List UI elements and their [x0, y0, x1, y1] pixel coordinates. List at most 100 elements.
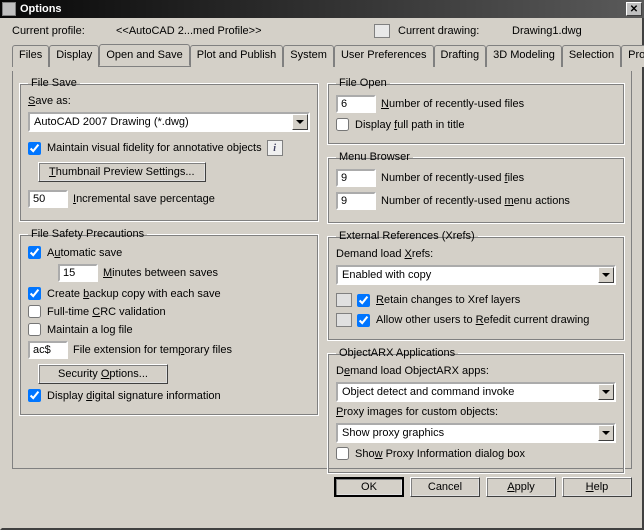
digital-signature-checkbox[interactable]: Display digital signature information — [28, 389, 221, 402]
temp-ext-input[interactable] — [28, 341, 68, 359]
current-drawing-value: Drawing1.dwg — [512, 25, 632, 37]
file-save-legend: File Save — [28, 77, 80, 89]
maintain-fidelity-checkbox[interactable]: Maintain visual fidelity for annotative … — [28, 142, 262, 155]
tab-open-and-save[interactable]: Open and Save — [99, 44, 189, 66]
current-profile-value: <<AutoCAD 2...med Profile>> — [116, 25, 296, 37]
tab-display[interactable]: Display — [49, 45, 99, 67]
apply-button[interactable]: Apply — [486, 477, 556, 497]
mb-recent-files-input[interactable] — [336, 169, 376, 187]
maintain-fidelity-label: Maintain visual fidelity for annotative … — [47, 142, 262, 154]
file-safety-legend: File Safety Precautions — [28, 228, 147, 240]
profile-row: Current profile: <<AutoCAD 2...med Profi… — [12, 24, 632, 38]
full-path-input[interactable] — [336, 118, 349, 131]
xrefs-demand-combo[interactable]: Enabled with copy — [336, 265, 616, 285]
logfile-label: Maintain a log file — [47, 324, 133, 336]
file-open-legend: File Open — [336, 77, 390, 89]
proxy-images-value: Show proxy graphics — [338, 425, 598, 441]
tab-selection[interactable]: Selection — [562, 45, 621, 67]
mb-recent-menu-label: Number of recently-used menu actions — [381, 195, 570, 207]
drawing-icon — [374, 24, 390, 38]
tab-strip: Files Display Open and Save Plot and Pub… — [12, 44, 632, 67]
left-column: File Save Save as: AutoCAD 2007 Drawing … — [19, 77, 319, 462]
full-path-checkbox[interactable]: Display full path in title — [336, 118, 464, 131]
menu-browser-group: Menu Browser Number of recently-used fil… — [327, 151, 625, 224]
current-profile-label: Current profile: — [12, 25, 112, 37]
crc-input[interactable] — [28, 305, 41, 318]
digital-signature-label: Display digital signature information — [47, 390, 221, 402]
right-column: File Open Number of recently-used files … — [327, 77, 625, 462]
help-button[interactable]: Help — [562, 477, 632, 497]
crc-label: Full-time CRC validation — [47, 306, 166, 318]
arx-demand-value: Object detect and command invoke — [338, 384, 598, 400]
security-options-button[interactable]: Security Options... — [38, 364, 168, 384]
objectarx-group: ObjectARX Applications Demand load Objec… — [327, 347, 625, 474]
tab-body: File Save Save as: AutoCAD 2007 Drawing … — [12, 71, 632, 469]
xrefs-demand-label: Demand load Xrefs: — [336, 248, 433, 260]
mb-recent-files-label: Number of recently-used files — [381, 172, 524, 184]
incremental-save-input[interactable] — [28, 190, 68, 208]
chevron-down-icon[interactable] — [598, 384, 614, 400]
retain-xref-checkbox[interactable]: Retain changes to Xref layers — [357, 294, 520, 307]
backup-copy-input[interactable] — [28, 287, 41, 300]
refedit-input[interactable] — [357, 314, 370, 327]
show-proxy-dialog-label: Show Proxy Information dialog box — [355, 448, 525, 460]
window-title: Options — [20, 3, 626, 15]
client-area: Current profile: <<AutoCAD 2...med Profi… — [0, 18, 644, 530]
save-as-combo[interactable]: AutoCAD 2007 Drawing (*.dwg) — [28, 112, 310, 132]
tab-files[interactable]: Files — [12, 45, 49, 67]
full-path-label: Display full path in title — [355, 119, 464, 131]
backup-copy-label: Create backup copy with each save — [47, 288, 221, 300]
tab-3d-modeling[interactable]: 3D Modeling — [486, 45, 562, 67]
mb-recent-menu-input[interactable] — [336, 192, 376, 210]
recent-files-label: Number of recently-used files — [381, 98, 524, 110]
refedit-icon — [336, 313, 352, 327]
tab-user-preferences[interactable]: User Preferences — [334, 45, 434, 67]
proxy-images-label: Proxy images for custom objects: — [336, 406, 498, 418]
chevron-down-icon[interactable] — [292, 114, 308, 130]
temp-ext-label: File extension for temporary files — [73, 344, 232, 356]
arx-demand-combo[interactable]: Object detect and command invoke — [336, 382, 616, 402]
show-proxy-dialog-input[interactable] — [336, 447, 349, 460]
retain-xref-input[interactable] — [357, 294, 370, 307]
close-button[interactable]: ✕ — [626, 2, 642, 16]
automatic-save-input[interactable] — [28, 246, 41, 259]
proxy-images-combo[interactable]: Show proxy graphics — [336, 423, 616, 443]
menu-browser-legend: Menu Browser — [336, 151, 413, 163]
tab-profiles[interactable]: Profiles — [621, 45, 644, 67]
minutes-input[interactable] — [58, 264, 98, 282]
show-proxy-dialog-checkbox[interactable]: Show Proxy Information dialog box — [336, 447, 525, 460]
refedit-label: Allow other users to Refedit current dra… — [376, 314, 589, 326]
chevron-down-icon[interactable] — [598, 267, 614, 283]
recent-files-input[interactable] — [336, 95, 376, 113]
refedit-checkbox[interactable]: Allow other users to Refedit current dra… — [357, 314, 589, 327]
thumbnail-preview-button[interactable]: Thumbnail Preview Settings... — [38, 162, 206, 182]
xrefs-legend: External References (Xrefs) — [336, 230, 478, 242]
xrefs-group: External References (Xrefs) Demand load … — [327, 230, 625, 341]
automatic-save-label: Automatic save — [47, 247, 122, 259]
incremental-save-label: Incremental save percentage — [73, 193, 215, 205]
titlebar: Options ✕ — [0, 0, 644, 18]
xrefs-demand-value: Enabled with copy — [338, 267, 598, 283]
arx-demand-label: Demand load ObjectARX apps: — [336, 365, 489, 377]
maintain-fidelity-input[interactable] — [28, 142, 41, 155]
automatic-save-checkbox[interactable]: Automatic save — [28, 246, 122, 259]
logfile-checkbox[interactable]: Maintain a log file — [28, 323, 133, 336]
tab-system[interactable]: System — [283, 45, 334, 67]
ok-button[interactable]: OK — [334, 477, 404, 497]
logfile-input[interactable] — [28, 323, 41, 336]
file-open-group: File Open Number of recently-used files … — [327, 77, 625, 145]
cancel-button[interactable]: Cancel — [410, 477, 480, 497]
chevron-down-icon[interactable] — [598, 425, 614, 441]
save-as-value: AutoCAD 2007 Drawing (*.dwg) — [30, 114, 292, 130]
backup-copy-checkbox[interactable]: Create backup copy with each save — [28, 287, 221, 300]
file-safety-group: File Safety Precautions Automatic save M… — [19, 228, 319, 416]
info-icon[interactable]: i — [267, 140, 283, 156]
tab-drafting[interactable]: Drafting — [434, 45, 487, 67]
file-save-group: File Save Save as: AutoCAD 2007 Drawing … — [19, 77, 319, 222]
minutes-label: Minutes between saves — [103, 267, 218, 279]
tab-plot-and-publish[interactable]: Plot and Publish — [190, 45, 284, 67]
digital-signature-input[interactable] — [28, 389, 41, 402]
dialog-buttons: OK Cancel Apply Help — [12, 477, 632, 497]
crc-checkbox[interactable]: Full-time CRC validation — [28, 305, 166, 318]
objectarx-legend: ObjectARX Applications — [336, 347, 458, 359]
